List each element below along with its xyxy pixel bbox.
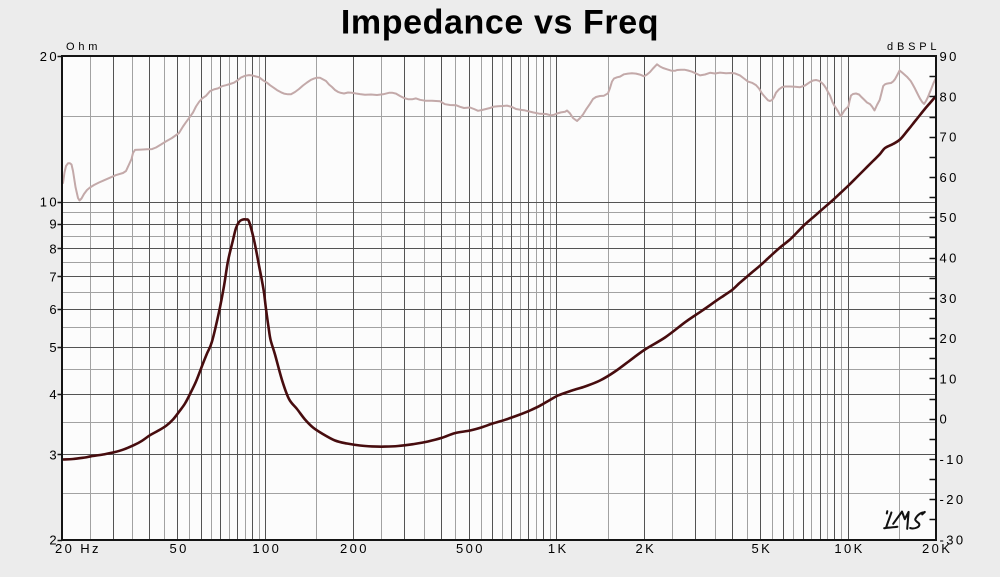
svg-text:4: 4	[49, 387, 59, 402]
svg-text:50: 50	[169, 541, 188, 556]
svg-text:1K: 1K	[548, 541, 569, 556]
svg-text:10: 10	[940, 371, 959, 386]
svg-text:-10: -10	[940, 452, 966, 467]
svg-text:10: 10	[40, 195, 59, 210]
svg-text:50: 50	[940, 210, 959, 225]
svg-text:30: 30	[940, 291, 959, 306]
svg-text:7: 7	[49, 270, 59, 285]
svg-text:6: 6	[49, 302, 59, 317]
svg-text:5: 5	[49, 340, 59, 355]
svg-text:40: 40	[940, 251, 959, 266]
svg-text:20: 20	[40, 49, 59, 64]
svg-text:60: 60	[940, 170, 959, 185]
svg-text:100: 100	[252, 541, 281, 556]
svg-text:dBSPL: dBSPL	[887, 41, 940, 53]
svg-text:2: 2	[49, 533, 59, 548]
svg-text:200: 200	[340, 541, 369, 556]
svg-text:9: 9	[49, 217, 59, 232]
svg-text:10K: 10K	[834, 541, 864, 556]
svg-text:2K: 2K	[636, 541, 657, 556]
svg-text:Ohm: Ohm	[66, 41, 101, 53]
svg-text:5K: 5K	[751, 541, 772, 556]
svg-text:20: 20	[940, 331, 959, 346]
svg-text:-30: -30	[940, 533, 966, 548]
svg-text:0: 0	[940, 412, 950, 427]
svg-text:90: 90	[940, 49, 959, 64]
svg-text:8: 8	[49, 242, 59, 257]
svg-text:500: 500	[456, 541, 485, 556]
svg-text:20K: 20K	[922, 541, 952, 556]
svg-text:70: 70	[940, 130, 959, 145]
svg-text:20 Hz: 20 Hz	[55, 541, 101, 556]
svg-text:3: 3	[49, 447, 59, 462]
svg-text:80: 80	[940, 89, 959, 104]
svg-text:Impedance vs Freq: Impedance vs Freq	[341, 4, 659, 42]
svg-text:-20: -20	[940, 492, 966, 507]
